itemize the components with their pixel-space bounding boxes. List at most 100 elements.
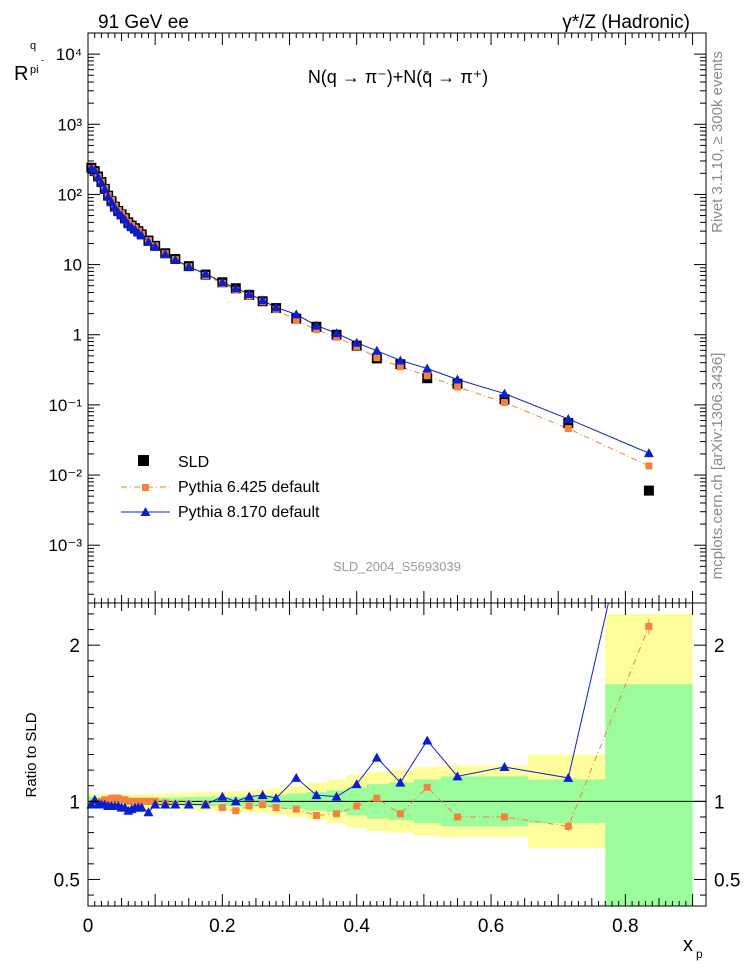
pythia8-ratio-point [217,791,228,801]
pythia6-ratio-point [423,783,431,791]
pythia8-point [217,277,228,287]
pythia8-point [96,177,107,187]
y-tick-label: 10⁻³ [48,536,82,555]
legend-pythia8-marker [140,507,151,516]
pythia8-point [643,448,654,458]
legend-pythia6-marker [142,484,149,491]
pythia8-point [136,230,147,240]
pythia8-point [99,184,110,194]
y-axis-label-R: R [14,63,28,85]
pythia8-point [93,172,104,182]
legend-pythia8-label: Pythia 8.170 default [178,504,320,521]
legend-pythia6-label: Pythia 6.425 default [178,479,320,496]
pythia8-ratio-point [257,790,268,800]
y-axis-label-charge: - [41,55,44,65]
x-tick-label: 0.8 [612,916,638,937]
pythia8-point [499,388,510,398]
pythia8-ratio-point [371,752,382,762]
pythia8-ratio-point [136,802,147,812]
y-tick-label: 10⁻² [48,466,82,485]
pythia8-point [311,320,322,330]
y-tick-label: 10⁴ [56,45,82,64]
pythia8-ratio-point [311,790,322,800]
ratio-y-tick-label: 0.5 [54,870,80,891]
pythia6-ratio-point [453,813,461,821]
pythia6-point [396,363,404,371]
pythia8-ratio-point [160,799,171,809]
mcplots-label: mcplots.cern.ch [arXiv:1306.3436] [709,353,726,580]
pythia6-point [645,462,653,470]
rivet-label: Rivet 3.1.10, ≥ 300k events [709,51,726,233]
pythia8-point [89,165,100,175]
pythia6-ratio-point [138,797,146,805]
pythia6-ratio-point [333,810,341,818]
pythia8-ratio-point [143,807,154,817]
pythia6-point [423,372,431,380]
y-tick-label: 10 [63,256,82,275]
pythia6-ratio-point [218,804,226,812]
chart-title: N(q → π⁻)+N(q̄ → π⁺) [308,67,488,87]
ratio-y-tick-label: 2 [69,636,80,657]
legend: SLD Pythia 6.425 default Pythia 8.170 de… [121,454,320,521]
pythia8-point [291,309,302,319]
pythia6-ratio-point [396,810,404,818]
pythia6-ratio-point [232,807,240,815]
pythia8-ratio-point [170,799,181,809]
pythia8-ratio-point [86,799,97,809]
pythia8-point [452,374,463,384]
pythia8-point [106,196,117,206]
x-tick-label: 0 [83,916,94,937]
pythia6-point [564,425,572,433]
pythia8-point [160,249,171,259]
sld-point [643,485,654,496]
pythia8-point [395,355,406,365]
pythia8-ratio-point [244,791,255,801]
pythia8-point [257,295,268,305]
pythia8-ratio-point [351,779,362,789]
legend-sld-label: SLD [178,454,209,471]
main-panel: 10⁴ 10³ 10² 10 1 10⁻¹ 10⁻² 10⁻³ N(q → π⁻)+N(q̄ … [14,32,707,604]
pythia6-ratio-point [373,794,381,802]
ratio-y-axis-label: Ratio to SLD [23,712,40,797]
pythia8-ratio-point [183,799,194,809]
pythia6-point [292,316,300,324]
ratio-y-tick-label-right: 2 [714,636,725,657]
ratio-y-ticks: 0.5 0.5 1 1 2 2 [54,613,740,896]
pythia6-point [312,326,320,334]
ratio-y-tick-label-right: 1 [714,792,725,813]
green-band [605,684,693,906]
pythia8-point [371,345,382,355]
pythia6-ratio-point [564,822,572,830]
main-y-axis-label: R q pi - [14,40,44,85]
pythia8-point [103,191,114,201]
pythia8-point [563,413,574,423]
x-axis-label-sub: p [696,947,703,961]
pythia8-ratio-point [200,799,211,809]
pythia8-ratio-point [422,735,433,745]
pythia8-point [143,236,154,246]
pythia6-ratio-point [645,622,653,630]
y-axis-label-sup: q [30,40,36,52]
x-tick-label: 0.6 [478,916,504,937]
pythia6-point [333,333,341,341]
main-y-ticks: 10⁴ 10³ 10² 10 1 10⁻¹ 10⁻² 10⁻³ [48,32,706,595]
y-tick-label: 10³ [57,115,82,134]
pythia8-point [183,261,194,271]
pythia8-ratio-point [331,791,342,801]
pythia6-point [500,399,508,407]
pythia6-ratio-point [500,813,508,821]
x-tick-label: 0.2 [209,916,235,937]
y-tick-label: 10² [57,185,82,204]
pythia8-point [271,302,282,312]
pythia8-ratio-point [271,793,282,803]
pythia8-point [200,268,211,278]
x-axis-label-x: x [683,934,693,956]
y-tick-label: 10⁻¹ [48,396,82,415]
ratio-y-tick-label: 1 [69,792,80,813]
pythia6-ratio-point [272,804,280,812]
pythia8-ratio-point [230,796,241,806]
pythia6-ratio-point [245,802,253,810]
x-tick-label: 0.4 [343,916,370,937]
pythia6-point [373,354,381,362]
